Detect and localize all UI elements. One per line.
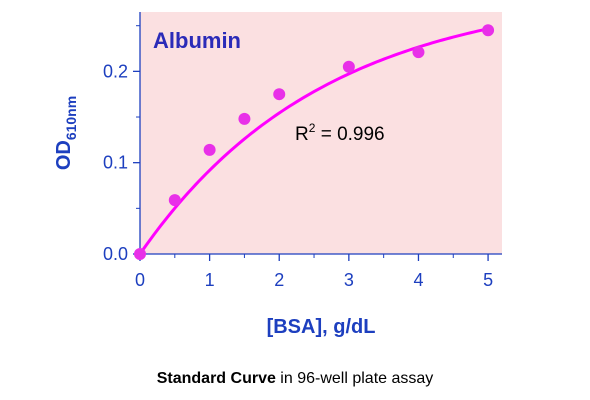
data-point [342, 60, 355, 73]
x-tick-label: 4 [413, 270, 423, 290]
x-tick-label: 2 [274, 270, 284, 290]
fit-curve-layer [138, 27, 489, 255]
data-point [238, 112, 251, 125]
r-squared-annotation: R2 = 0.996 [295, 121, 385, 145]
r-squared-r: R [295, 124, 309, 145]
x-tick-label: 3 [344, 270, 354, 290]
x-tick-label: 1 [205, 270, 215, 290]
caption-bold: Standard Curve [156, 370, 276, 387]
data-point [273, 88, 286, 101]
plot-area [140, 12, 502, 254]
data-point [482, 24, 495, 37]
data-point [203, 143, 216, 156]
y-tick-label: 0.0 [103, 244, 128, 264]
y-tick-label: 0.2 [103, 61, 128, 81]
axes: 0 1 2 3 4 5 0.0 0.1 0.2 [103, 12, 502, 290]
x-tick-label: 0 [135, 270, 145, 290]
chart-title: Albumin [153, 28, 241, 53]
r-squared-exponent: 2 [309, 121, 316, 135]
x-tick-label: 5 [483, 270, 493, 290]
y-axis-label-main: OD [53, 140, 75, 170]
caption-rest: in 96-well plate assay [275, 370, 434, 387]
x-axis-label: [BSA], g/dL [267, 316, 376, 338]
figure-caption: Standard Curve in 96-well plate assay [0, 370, 590, 388]
data-point [412, 46, 425, 59]
y-axis-label-subscript: 610nm [63, 96, 79, 140]
y-tick-label: 0.1 [103, 153, 128, 173]
data-point [134, 248, 146, 260]
r-squared-value: = 0.996 [315, 124, 384, 145]
data-points-layer [134, 24, 495, 260]
data-point [168, 194, 181, 207]
fit-curve-line [138, 27, 489, 255]
y-axis-label: OD610nm [53, 96, 79, 170]
